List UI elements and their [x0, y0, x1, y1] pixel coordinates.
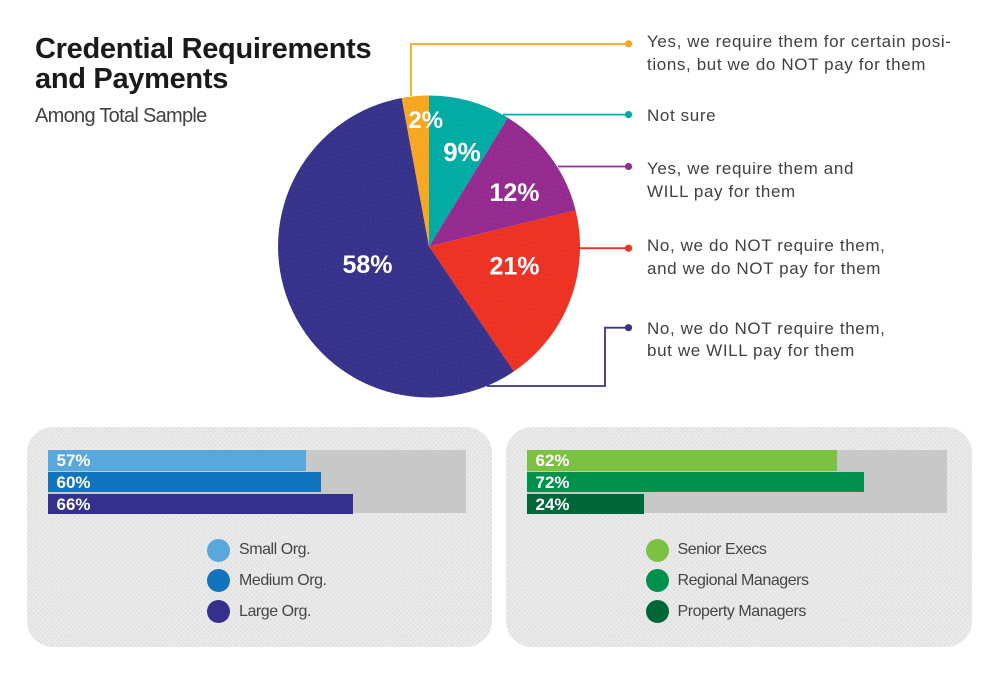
svg-text:2%: 2% [408, 107, 443, 134]
svg-text:21%: 21% [489, 252, 539, 280]
svg-text:58%: 58% [342, 251, 392, 279]
svg-text:12%: 12% [489, 179, 539, 207]
svg-text:9%: 9% [443, 137, 481, 167]
